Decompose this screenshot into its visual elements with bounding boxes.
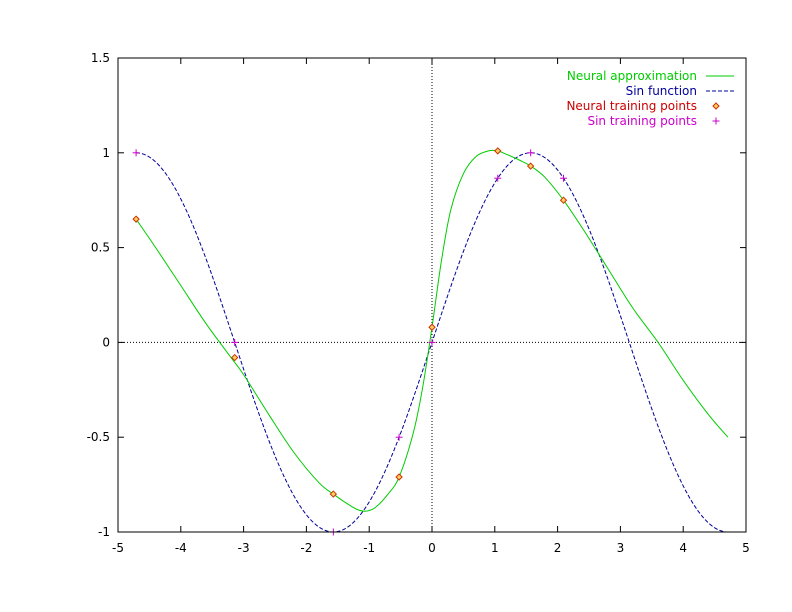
x-tick-label: -1 [363,541,375,555]
x-tick-label: 0 [428,541,436,555]
point-sin-training-points [395,433,403,441]
x-tick-label: 3 [617,541,625,555]
point-sin-training-points [494,174,502,182]
y-tick-label: 1.5 [91,51,110,65]
legend-sample-plus [712,117,720,125]
point-neural-training-points [132,215,140,223]
x-tick-label: -3 [238,541,250,555]
x-tick-label: -5 [112,541,124,555]
point-sin-training-points [132,149,140,157]
y-tick-label: 0.5 [91,241,110,255]
series-layer [132,147,729,536]
point-neural-training-points [428,323,436,331]
point-neural-training-points [395,473,403,481]
axis-ticks: -5 -4 -3 -2 -1 0 1 2 3 4 5 -1 -0.5 0 0.5 1 1.5 [87,51,750,555]
y-tick-label: 0 [102,335,110,349]
zero-axes [118,58,746,532]
x-tick-label: 2 [554,541,562,555]
point-sin-training-points [428,338,436,346]
legend-label: Neural training points [566,99,697,113]
point-neural-training-points [329,490,338,498]
legend-label: Sin function [626,84,697,98]
x-tick-label: 4 [679,541,687,555]
point-neural-training-points [494,147,502,155]
point-sin-training-points [527,149,535,157]
y-tick-label: -0.5 [87,430,110,444]
legend-sample-diamond [712,102,720,110]
legend-label: Sin training points [587,114,697,128]
x-tick-label: -2 [300,541,312,555]
point-neural-training-points [559,196,568,204]
y-tick-label: 1 [102,146,110,160]
legend-label: Neural approximation [567,69,697,83]
x-tick-label: -4 [175,541,187,555]
point-neural-training-points [526,162,535,170]
point-sin-training-points [231,338,239,346]
y-tick-label: -1 [98,525,110,539]
point-sin-training-points [560,174,568,182]
x-tick-label: 5 [742,541,750,555]
point-neural-training-points [230,353,239,362]
x-tick-label: 1 [491,541,499,555]
